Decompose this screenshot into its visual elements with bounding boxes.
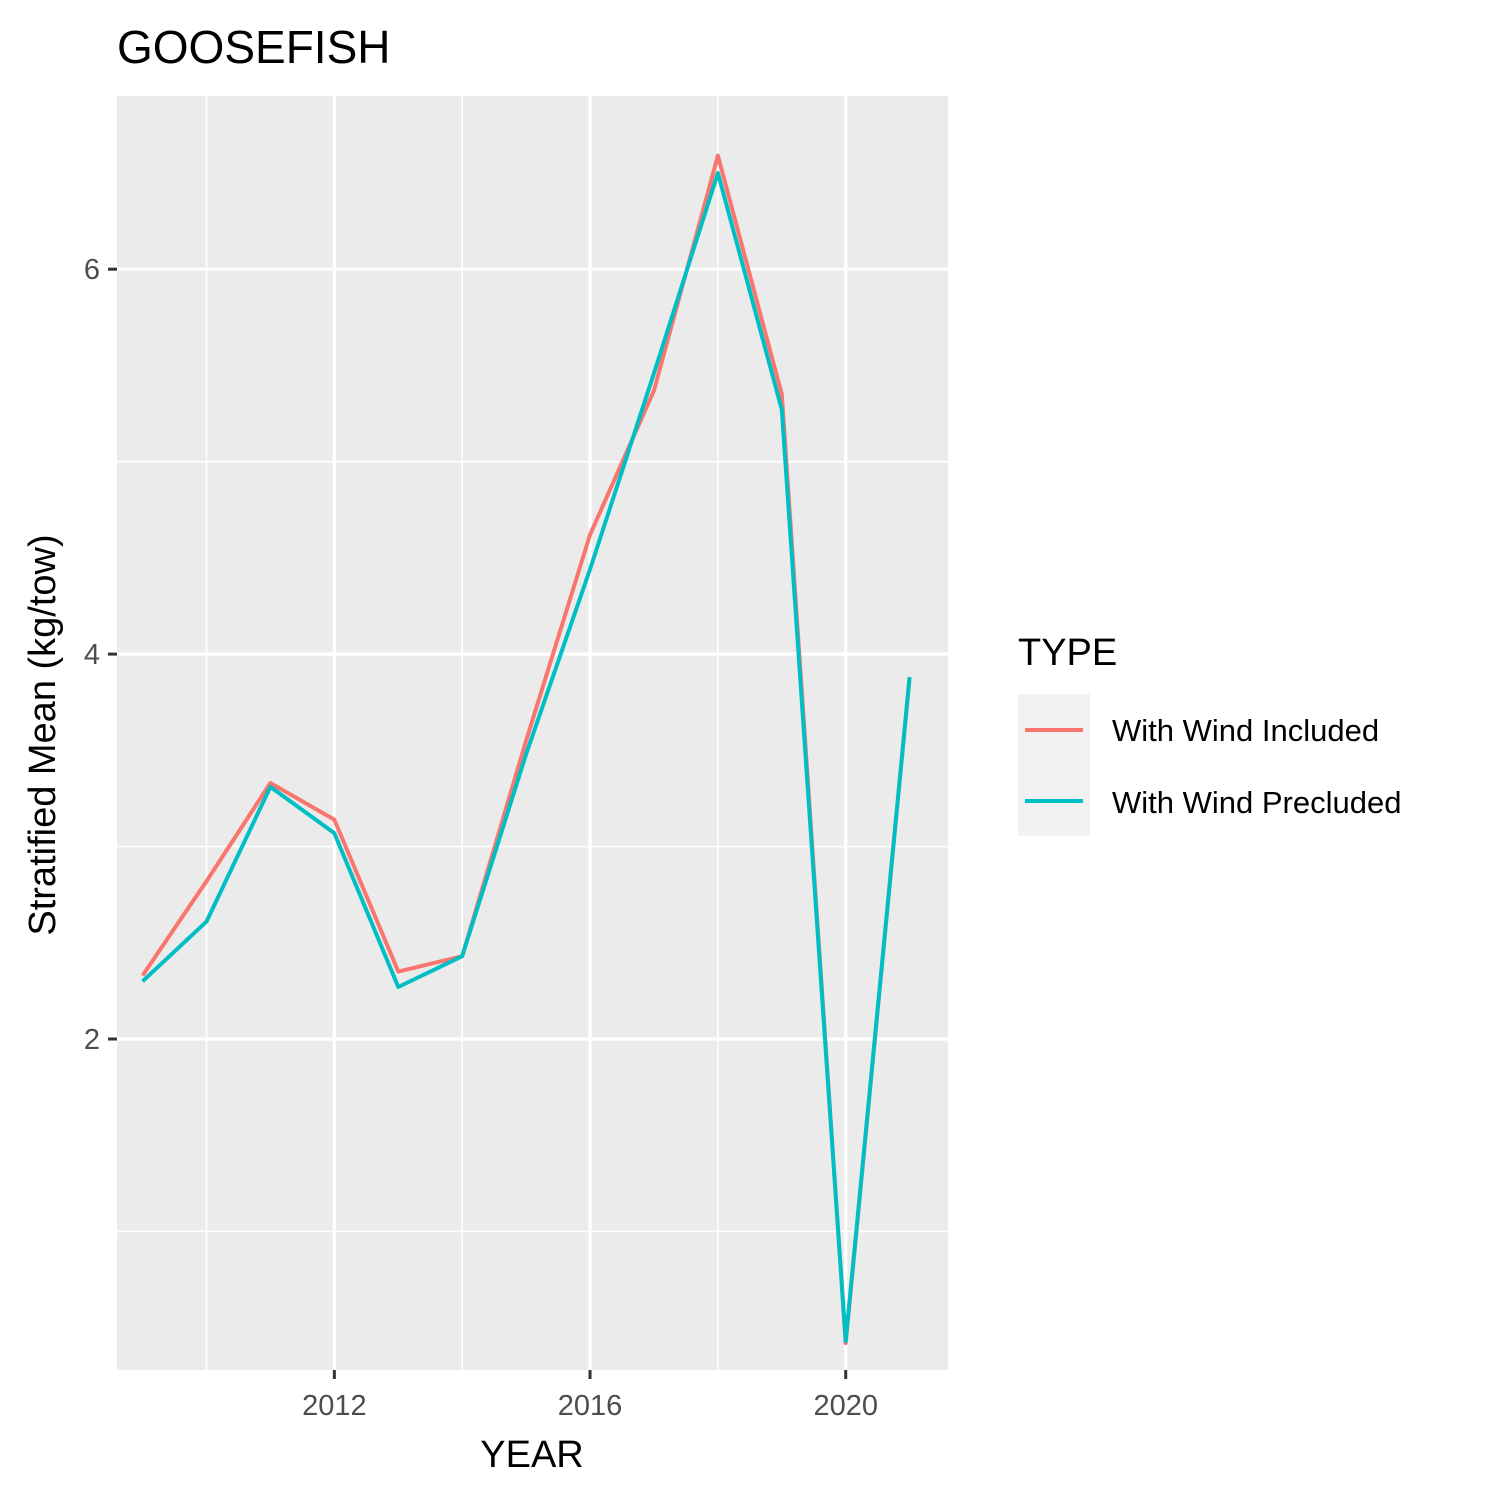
y-axis: 2 4 6: [84, 254, 117, 1056]
legend-title: TYPE: [1018, 632, 1117, 674]
legend: TYPE With Wind Included With Wind Preclu…: [1018, 632, 1401, 836]
y-tick-label: 2: [84, 1024, 100, 1056]
minor-gridlines: [117, 96, 948, 1370]
legend-label-with-wind-included: With Wind Included: [1112, 713, 1379, 748]
x-axis: 2012 2016 2020: [302, 1370, 878, 1422]
x-axis-title: YEAR: [480, 1434, 583, 1476]
x-tick-label: 2012: [302, 1390, 367, 1422]
major-gridlines: [117, 96, 948, 1370]
y-tick-label: 6: [84, 254, 100, 286]
series-lines: [140, 153, 912, 1346]
chart-title: GOOSEFISH: [117, 21, 390, 73]
y-tick-label: 4: [84, 639, 100, 671]
series-line-with-wind-included: [140, 153, 912, 1346]
x-tick-label: 2016: [558, 1390, 623, 1422]
y-axis-title: Stratified Mean (kg/tow): [22, 534, 64, 935]
legend-key-background: [1018, 694, 1090, 836]
series-line-with-wind-precluded: [141, 171, 912, 1344]
legend-label-with-wind-precluded: With Wind Precluded: [1112, 785, 1401, 820]
x-tick-label: 2020: [813, 1390, 878, 1422]
